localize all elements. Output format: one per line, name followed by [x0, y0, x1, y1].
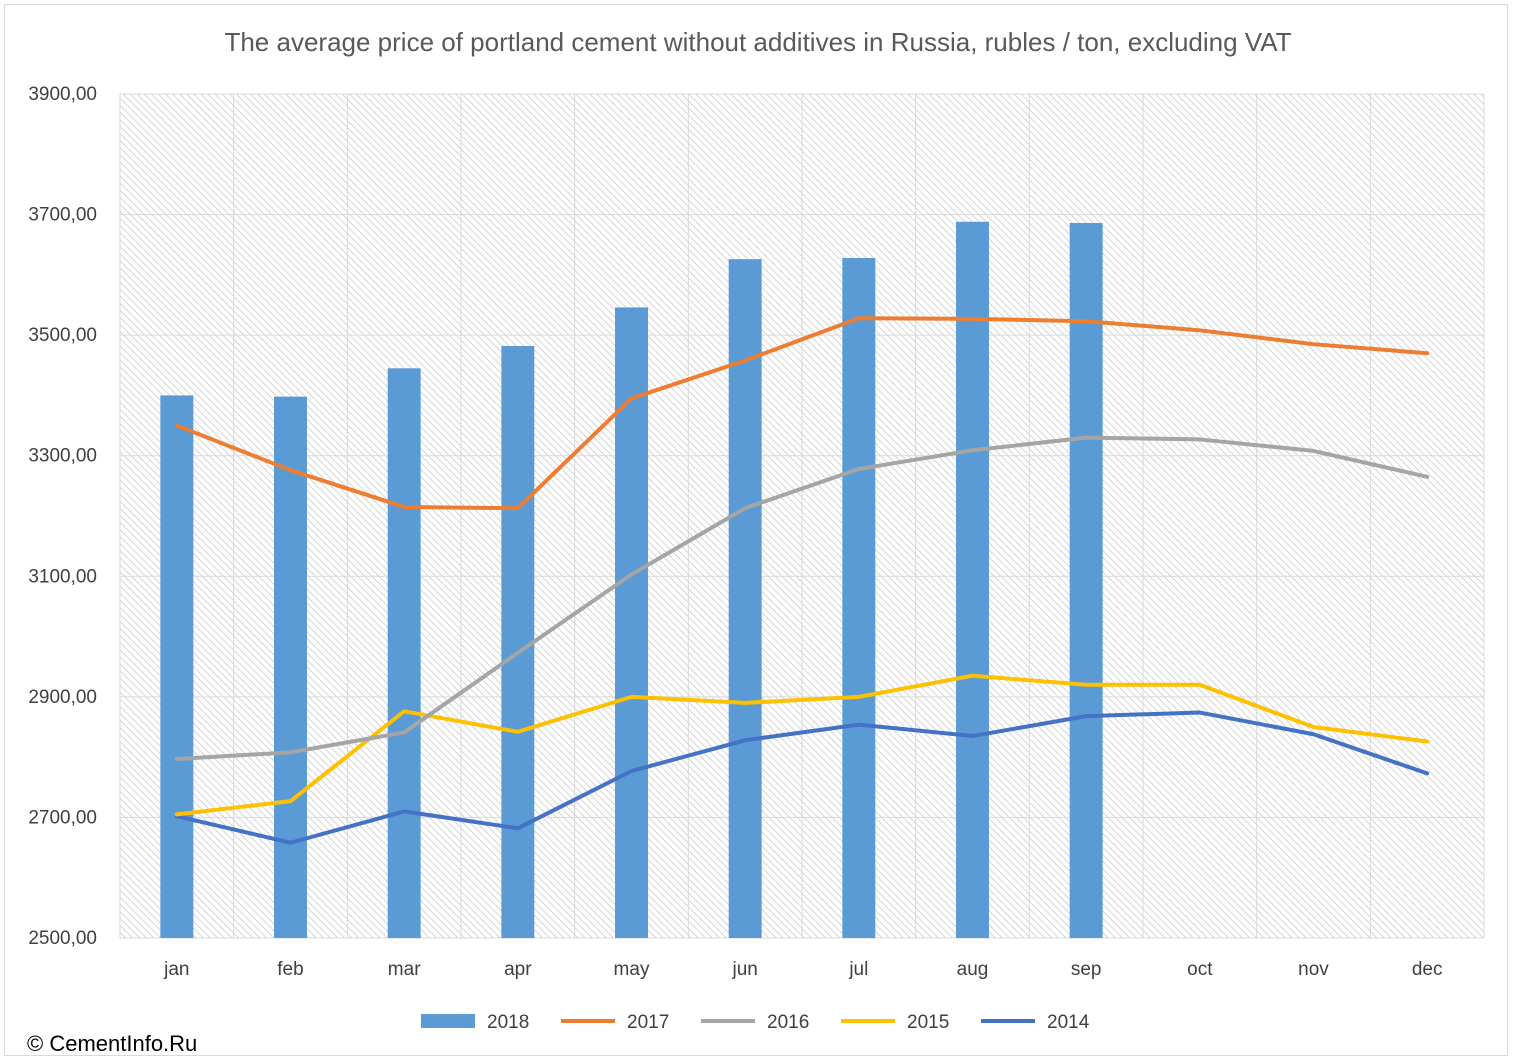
bar-2018: [274, 396, 307, 938]
line-series: [174, 316, 1430, 845]
legend-label: 2017: [627, 1012, 669, 1033]
legend: 2018 2017 2016 2015 2014: [421, 1012, 1090, 1033]
y-tick-label: 3700,00: [28, 205, 97, 226]
legend-item-2015: 2015: [841, 1012, 949, 1033]
x-tick-label: nov: [1298, 959, 1329, 980]
x-tick-label: jun: [731, 959, 757, 980]
chart: The average price of portland cement wit…: [28, 27, 1485, 1033]
x-tick-label: dec: [1412, 959, 1443, 980]
bar-2018: [956, 221, 989, 938]
y-tick-label: 3900,00: [28, 84, 97, 105]
x-tick-label: mar: [388, 959, 421, 980]
legend-label: 2018: [487, 1012, 529, 1033]
x-tick-label: aug: [957, 959, 989, 980]
bar-2018: [387, 368, 421, 938]
x-tick-label: oct: [1187, 959, 1213, 980]
bar-2018: [728, 259, 762, 938]
chart-frame: The average price of portland cement wit…: [4, 4, 1508, 1056]
bars-2018: [160, 221, 1103, 939]
line-2016: [174, 435, 1430, 761]
x-axis-labels: jan feb mar apr may jun jul aug sep oct nov dec: [163, 959, 1442, 980]
bar-2018: [842, 257, 876, 938]
bar-2018: [615, 307, 648, 938]
legend-item-2018: 2018: [421, 1012, 529, 1033]
chart-title: The average price of portland cement wit…: [224, 27, 1291, 57]
legend-item-2014: 2014: [981, 1012, 1090, 1033]
line-2015: [174, 673, 1430, 817]
x-tick-label: jul: [848, 959, 868, 980]
y-tick-label: 3100,00: [28, 566, 97, 587]
y-axis-labels: 2500,00 2700,00 2900,00 3100,00 3300,00 3500,…: [28, 84, 97, 949]
x-tick-label: sep: [1071, 959, 1102, 980]
y-tick-label: 3300,00: [28, 446, 97, 467]
copyright-text: © CementInfo.Ru: [27, 1031, 198, 1056]
legend-item-2017: 2017: [561, 1012, 669, 1033]
legend-label: 2016: [767, 1012, 809, 1033]
x-tick-label: apr: [504, 959, 532, 980]
gridlines: [119, 93, 1485, 939]
y-tick-label: 2700,00: [28, 807, 97, 828]
y-tick-label: 2900,00: [28, 687, 97, 708]
line-2014: [174, 710, 1430, 845]
x-tick-label: jan: [163, 959, 189, 980]
bar-2018: [160, 395, 194, 938]
y-tick-label: 3500,00: [28, 325, 97, 346]
x-tick-label: feb: [277, 959, 303, 980]
legend-swatch: [421, 1014, 475, 1028]
legend-label: 2015: [907, 1012, 949, 1033]
bar-2018: [501, 345, 535, 939]
line-2017: [174, 316, 1430, 511]
x-tick-label: may: [614, 959, 650, 980]
legend-item-2016: 2016: [701, 1012, 809, 1033]
bar-2018: [1069, 223, 1103, 939]
legend-label: 2014: [1047, 1012, 1090, 1033]
y-tick-label: 2500,00: [28, 928, 97, 949]
